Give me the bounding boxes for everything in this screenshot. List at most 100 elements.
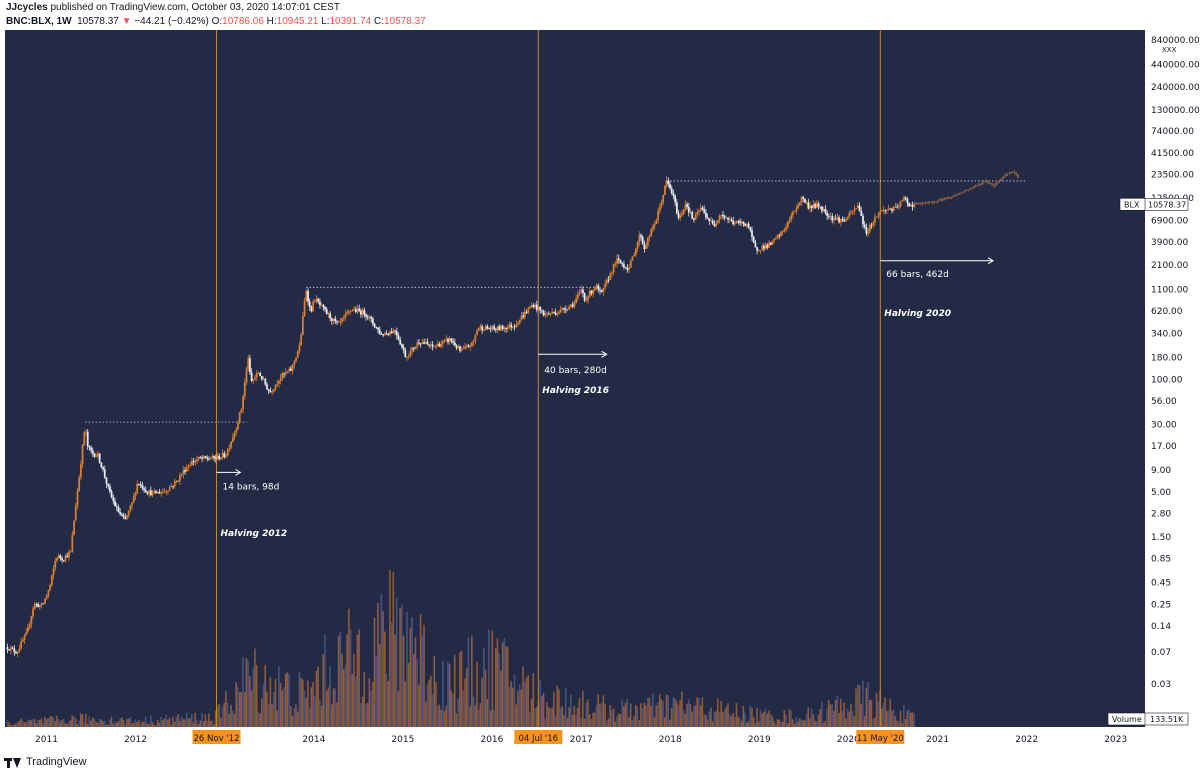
candle xyxy=(170,483,173,488)
candle xyxy=(597,283,600,293)
projection-candle xyxy=(967,189,970,192)
volume-bar xyxy=(576,707,579,727)
volume-bar xyxy=(467,637,470,727)
volume-badge[interactable]: Volume 133.51K xyxy=(1107,712,1189,726)
symbol-name[interactable]: BNC:BLX, 1W xyxy=(6,16,72,27)
volume-bar xyxy=(484,669,487,727)
projection-candle xyxy=(917,202,920,205)
price-axis-bg[interactable] xyxy=(1145,30,1200,727)
candle xyxy=(221,449,224,460)
volume-bar xyxy=(636,706,639,727)
bar-count-arrow[interactable] xyxy=(216,468,242,476)
candle xyxy=(211,453,214,460)
volume-bar xyxy=(45,719,48,727)
volume-bar xyxy=(882,703,885,727)
price-tick-label: 0.45 xyxy=(1151,578,1171,588)
time-axis[interactable]: 2011201220132014201520162017201820192020… xyxy=(0,727,1200,748)
halving-date-badge[interactable]: 11 May '20 xyxy=(856,730,905,744)
candle xyxy=(459,345,461,353)
volume-bar xyxy=(552,691,555,727)
time-tick-label: 2014 xyxy=(302,735,325,745)
halving-date-badge[interactable]: 26 Nov '12 xyxy=(192,730,241,744)
candle xyxy=(592,289,595,298)
candle xyxy=(83,431,86,447)
volume-bar xyxy=(341,653,343,727)
bar-count-arrow[interactable] xyxy=(538,350,608,358)
volume-bar xyxy=(464,678,466,727)
volume-bar xyxy=(431,694,434,727)
candle xyxy=(682,208,685,216)
volume-bar xyxy=(276,710,278,727)
projection-candle xyxy=(994,182,997,187)
volume-bar xyxy=(112,723,115,727)
candle xyxy=(474,334,477,345)
candle xyxy=(115,502,118,511)
candle xyxy=(539,306,542,314)
volume-bar xyxy=(168,717,171,727)
volume-bar xyxy=(307,680,309,727)
volume-bar xyxy=(250,690,253,727)
volume-bar xyxy=(891,710,893,727)
candle xyxy=(199,456,202,459)
candle xyxy=(293,359,296,369)
candle xyxy=(771,240,774,246)
candle xyxy=(281,371,284,382)
candle xyxy=(418,338,420,346)
last-price-badge[interactable]: BLX 10578.37 xyxy=(1119,197,1189,211)
volume-bar xyxy=(587,699,589,727)
volume-bar xyxy=(776,719,779,727)
candle xyxy=(858,202,861,212)
candle xyxy=(826,210,829,220)
candle xyxy=(662,194,665,205)
candle xyxy=(349,310,352,315)
price-tick-label: 23500.00 xyxy=(1151,170,1194,180)
halving-date-text: 26 Nov '12 xyxy=(194,734,240,744)
candle xyxy=(8,649,11,651)
candle xyxy=(163,488,166,493)
volume-bar xyxy=(322,654,325,727)
candle xyxy=(66,552,69,558)
projection-candle xyxy=(969,187,971,191)
volume-bar xyxy=(698,698,700,727)
volume-bar xyxy=(862,680,864,727)
volume-bar xyxy=(812,714,815,727)
volume-bar xyxy=(749,705,751,727)
halving-date-badge[interactable]: 04 Jul '16 xyxy=(514,730,563,744)
candle xyxy=(896,203,899,209)
volume-bar xyxy=(848,711,851,727)
volume-bar xyxy=(61,719,63,727)
tradingview-logo-icon[interactable] xyxy=(4,756,22,768)
time-tick-label: 2023 xyxy=(1104,735,1127,745)
candle xyxy=(558,310,560,315)
bar-count-arrow[interactable] xyxy=(880,257,994,265)
candle xyxy=(148,488,151,498)
volume-bar xyxy=(911,712,914,727)
volume-bar xyxy=(488,629,490,727)
candle xyxy=(780,231,782,237)
candle xyxy=(522,311,525,319)
volume-bar xyxy=(650,706,652,727)
volume-bar xyxy=(138,719,140,727)
price-axis[interactable]: 840000.00 440000.00 240000.00 130000.00 7400… xyxy=(1107,30,1200,727)
volume-bar xyxy=(829,704,832,727)
plot-area[interactable] xyxy=(5,30,1145,727)
volume-bar xyxy=(703,713,705,727)
author-name[interactable]: JJcycles xyxy=(6,2,48,13)
volume-bar xyxy=(230,704,232,727)
volume-bar xyxy=(455,713,458,727)
candle xyxy=(81,444,84,469)
candle xyxy=(882,206,885,214)
volume-bar xyxy=(409,627,412,727)
volume-bar xyxy=(481,677,483,727)
candle xyxy=(903,195,905,202)
projection-candle xyxy=(1006,173,1009,177)
candle xyxy=(684,200,687,212)
volume-bar xyxy=(459,652,461,727)
candle xyxy=(192,457,195,466)
volume-bar xyxy=(443,711,446,727)
candle xyxy=(97,451,99,459)
price-change: −44.21 (−0.42%) xyxy=(134,16,209,27)
volume-bar xyxy=(551,707,553,727)
footer-brand[interactable]: TradingView xyxy=(26,756,87,768)
